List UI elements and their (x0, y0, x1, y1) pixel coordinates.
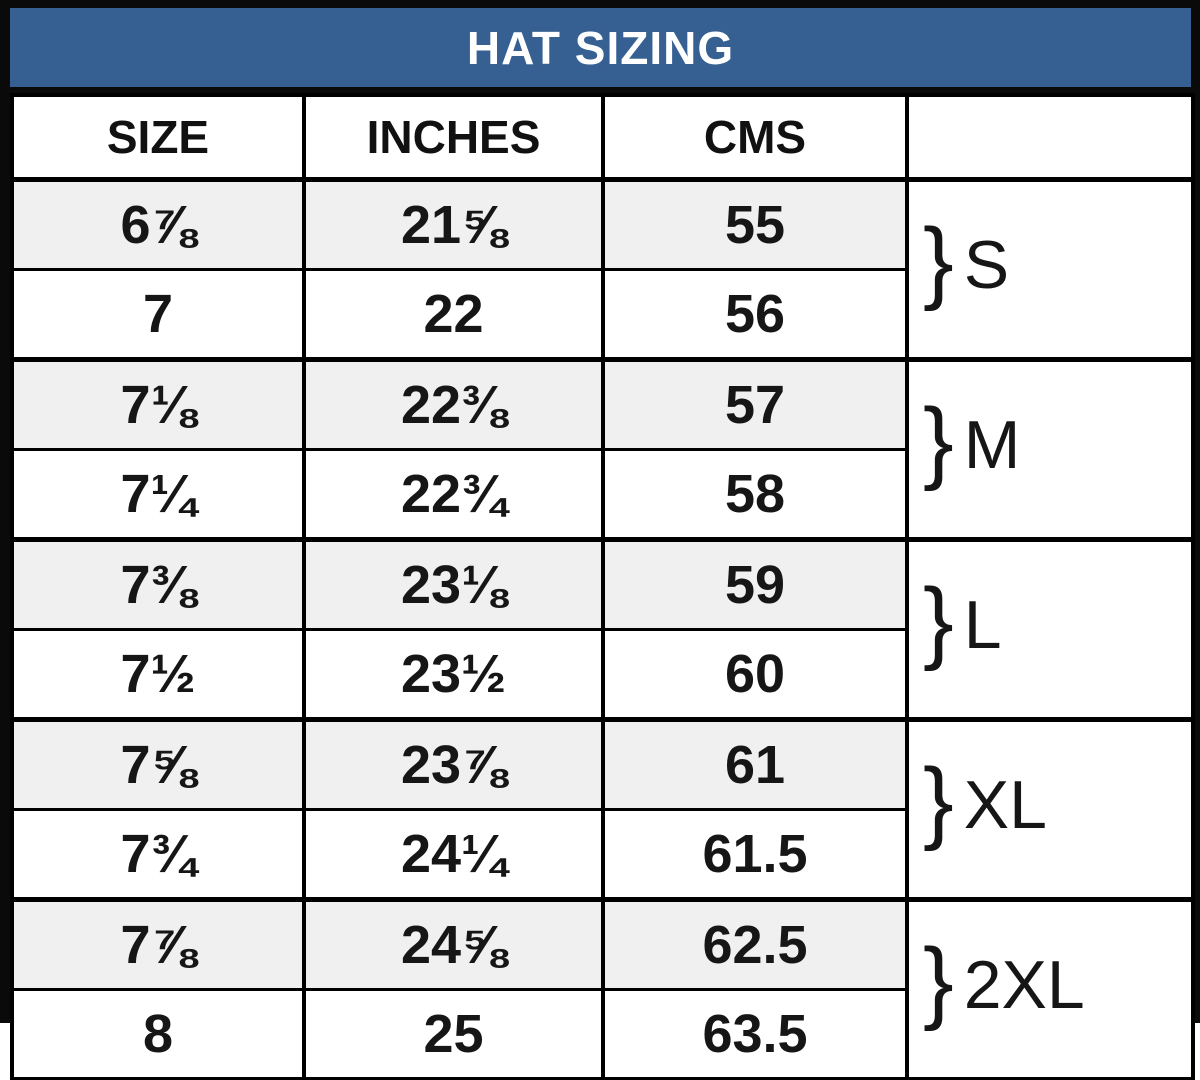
group-cell: } 2XL (905, 897, 1195, 1080)
cms-cell: 59 (601, 537, 909, 631)
table-row: 7¾ 24¼ 61.5 (10, 808, 1193, 901)
size-cell: 7⅝ (10, 717, 306, 811)
size-cell: 7⅛ (10, 357, 306, 451)
size-cell: 7½ (10, 628, 306, 721)
cms-cell: 56 (601, 268, 909, 361)
table-row: 7⅜ 23⅛ 59} L (10, 537, 1195, 721)
size-cell: 6⅞ (10, 177, 306, 271)
header-row: SIZE INCHES CMS (10, 93, 1195, 182)
size-cell: 7¼ (10, 448, 306, 541)
table-row: 7 22 56 (10, 268, 1193, 361)
inches-cell: 22 (302, 268, 605, 361)
cms-cell: 55 (601, 177, 909, 271)
cms-cell: 61 (601, 717, 909, 811)
table-row: 7⅝ 23⅞ 61} XL (10, 717, 1195, 901)
table-title: HAT SIZING (10, 8, 1191, 87)
column-header-cms: CMS (601, 93, 909, 182)
table-row: 7½ 23½ 60 (10, 628, 1193, 721)
inches-cell: 21⅝ (302, 177, 605, 271)
inches-cell: 25 (302, 988, 605, 1080)
inches-cell: 23⅞ (302, 717, 605, 811)
cms-cell: 57 (601, 357, 909, 451)
group-cell: } S (905, 177, 1195, 361)
inches-cell: 22⅜ (302, 357, 605, 451)
size-cell: 7 (10, 268, 306, 361)
group-cell: } M (905, 357, 1195, 541)
inches-cell: 24⅝ (302, 897, 605, 991)
column-header-inches: INCHES (302, 93, 605, 182)
size-cell: 7⅞ (10, 897, 306, 991)
table-row: 7⅛ 22⅜ 57} M (10, 357, 1195, 541)
table-row: 6⅞ 21⅝ 55} S (10, 177, 1195, 361)
table-row: 7⅞ 24⅝ 62.5} 2XL (10, 897, 1195, 1080)
inches-cell: 24¼ (302, 808, 605, 901)
column-header-size: SIZE (10, 93, 306, 182)
hat-sizing-table: SIZE INCHES CMS 6⅞ 21⅝ 55} S 7 22 56 7⅛ 22⅜ 57} M 7… (10, 93, 1195, 1080)
group-cell: } XL (905, 717, 1195, 901)
cms-cell: 63.5 (601, 988, 909, 1080)
inches-cell: 23⅛ (302, 537, 605, 631)
size-cell: 8 (10, 988, 306, 1080)
cms-cell: 58 (601, 448, 909, 541)
inches-cell: 22¾ (302, 448, 605, 541)
group-cell: } L (905, 537, 1195, 721)
column-header-group (905, 93, 1195, 182)
cms-cell: 60 (601, 628, 909, 721)
size-cell: 7⅜ (10, 537, 306, 631)
cms-cell: 62.5 (601, 897, 909, 991)
cms-cell: 61.5 (601, 808, 909, 901)
inches-cell: 23½ (302, 628, 605, 721)
size-cell: 7¾ (10, 808, 306, 901)
table-row: 7¼ 22¾ 58 (10, 448, 1193, 541)
table-body: 6⅞ 21⅝ 55} S 7 22 56 7⅛ 22⅜ 57} M 7¼ 22¾ 58 7⅜ 23⅛ 59} L 7… (10, 177, 1195, 1080)
